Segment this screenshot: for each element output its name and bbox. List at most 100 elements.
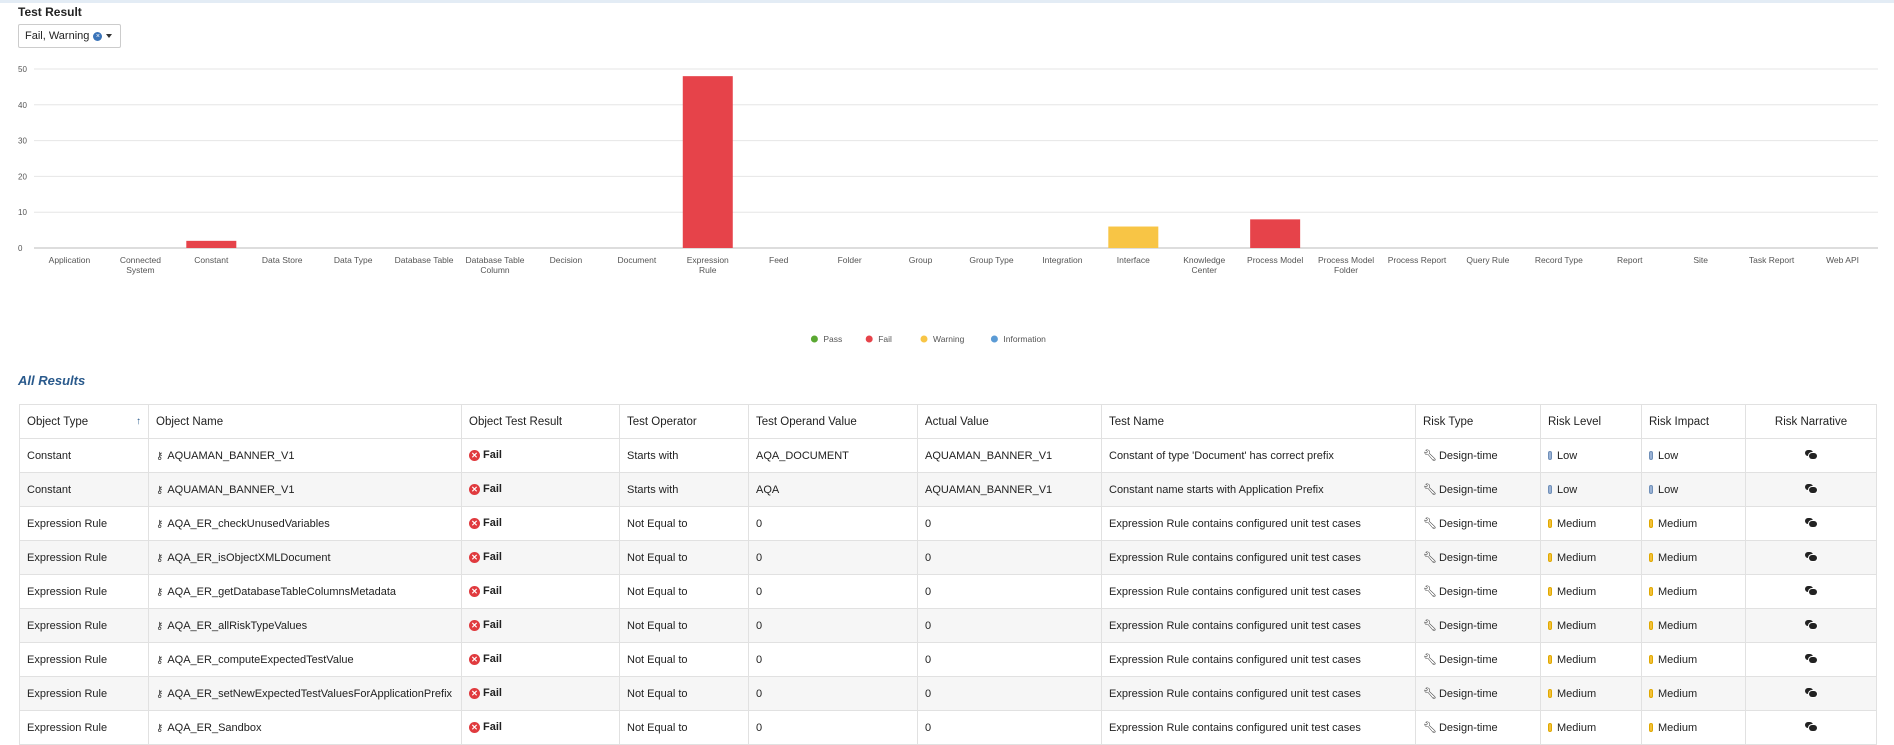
risk-type-label: Design-time xyxy=(1438,722,1498,734)
object-name-link[interactable]: AQA_ER_allRiskTypeValues xyxy=(167,619,308,632)
cell-test-name: Expression Rule contains configured unit… xyxy=(1101,676,1416,711)
x-tick-label: Group Type xyxy=(969,255,1014,265)
thermometer-icon xyxy=(1649,519,1653,529)
cell-test-operator: Not Equal to xyxy=(619,540,749,575)
table-row: Expression Rule ⚷ AQA_ER_Sandbox ✕ Fail Not E… xyxy=(19,710,1877,745)
all-results-title: All Results xyxy=(18,373,86,388)
cell-test-operator: Not Equal to xyxy=(619,608,749,643)
comments-icon[interactable] xyxy=(1805,517,1817,527)
thermometer-icon xyxy=(1548,655,1552,665)
x-tick-label: Folder xyxy=(838,255,862,265)
col-header-risk-type[interactable]: Risk Type xyxy=(1415,404,1541,439)
object-name-link[interactable]: AQA_ER_computeExpectedTestValue xyxy=(167,653,354,666)
cell-risk-level: Medium xyxy=(1540,676,1642,711)
legend-marker xyxy=(990,335,998,343)
cell-object-type: Expression Rule xyxy=(19,642,149,677)
x-tick-label: System xyxy=(126,265,154,275)
comments-icon[interactable] xyxy=(1805,585,1817,595)
clear-filter-icon[interactable]: × xyxy=(93,31,103,41)
comments-icon[interactable] xyxy=(1805,483,1817,493)
cell-test-operand-value: 0 xyxy=(748,710,918,745)
cell-test-operator: Not Equal to xyxy=(619,574,749,609)
cell-risk-level: Medium xyxy=(1540,710,1642,745)
cell-risk-narrative[interactable] xyxy=(1745,574,1877,609)
cell-object-test-result: ✕ Fail xyxy=(461,438,620,473)
cell-actual-value: AQUAMAN_BANNER_V1 xyxy=(917,472,1102,507)
col-header-test-operand-value[interactable]: Test Operand Value xyxy=(748,404,918,439)
cell-test-operator: Starts with xyxy=(619,438,749,473)
key-icon: ⚷ xyxy=(156,620,164,632)
comments-icon[interactable] xyxy=(1805,687,1817,697)
key-icon: ⚷ xyxy=(156,688,164,700)
cell-risk-narrative[interactable] xyxy=(1745,472,1877,507)
chevron-down-icon[interactable] xyxy=(106,34,113,38)
comments-icon[interactable] xyxy=(1805,551,1817,561)
wrench-icon: 🔧︎ xyxy=(1423,552,1437,564)
cell-object-name[interactable]: ⚷ AQA_ER_setNewExpectedTestValuesForAppli… xyxy=(148,676,462,711)
cell-test-operator: Not Equal to xyxy=(619,676,749,711)
cell-risk-narrative[interactable] xyxy=(1745,608,1877,643)
legend-label: Fail xyxy=(878,334,892,344)
col-header-risk-narrative[interactable]: Risk Narrative xyxy=(1745,404,1877,439)
cell-object-name[interactable]: ⚷ AQA_ER_allRiskTypeValues xyxy=(148,608,462,643)
cell-risk-narrative[interactable] xyxy=(1745,676,1877,711)
col-header-test-name[interactable]: Test Name xyxy=(1101,404,1416,439)
cell-object-name[interactable]: ⚷ AQA_ER_checkUnusedVariables xyxy=(148,506,462,541)
comments-icon[interactable] xyxy=(1805,449,1817,459)
risk-impact-label: Medium xyxy=(1658,619,1698,632)
col-header-actual-value[interactable]: Actual Value xyxy=(917,404,1102,439)
object-name-link[interactable]: AQA_ER_setNewExpectedTestValuesForApplic… xyxy=(167,687,453,700)
x-tick-label: Knowledge xyxy=(1183,255,1225,265)
object-name-link[interactable]: AQUAMAN_BANNER_V1 xyxy=(167,449,295,462)
risk-level-label: Medium xyxy=(1557,551,1597,564)
cell-risk-narrative[interactable] xyxy=(1745,438,1877,473)
fail-icon: ✕ xyxy=(469,620,480,632)
sort-ascending-icon[interactable]: ↑ xyxy=(136,415,141,427)
cell-object-type: Expression Rule xyxy=(19,540,149,575)
cell-object-name[interactable]: ⚷ AQA_ER_Sandbox xyxy=(148,710,462,745)
result-label: Fail xyxy=(483,449,502,462)
cell-risk-narrative[interactable] xyxy=(1745,710,1877,745)
object-name-link[interactable]: AQA_ER_isObjectXMLDocument xyxy=(167,551,331,564)
col-header-object-test-result[interactable]: Object Test Result xyxy=(461,404,620,439)
col-header-object-type[interactable]: Object Type ↑ xyxy=(19,404,149,439)
x-tick-label: Task Report xyxy=(1749,255,1795,265)
table-row: Expression Rule ⚷ AQA_ER_setNewExpectedTes… xyxy=(19,676,1877,711)
comments-icon[interactable] xyxy=(1805,619,1817,629)
cell-object-name[interactable]: ⚷ AQA_ER_isObjectXMLDocument xyxy=(148,540,462,575)
object-name-link[interactable]: AQA_ER_Sandbox xyxy=(167,721,262,734)
cell-object-name[interactable]: ⚷ AQUAMAN_BANNER_V1 xyxy=(148,438,462,473)
cell-risk-narrative[interactable] xyxy=(1745,540,1877,575)
thermometer-icon xyxy=(1548,723,1552,733)
col-header-object-name[interactable]: Object Name xyxy=(148,404,462,439)
cell-risk-type: 🔧︎ Design-time xyxy=(1415,506,1541,541)
cell-object-type: Expression Rule xyxy=(19,676,149,711)
cell-object-name[interactable]: ⚷ AQA_ER_computeExpectedTestValue xyxy=(148,642,462,677)
cell-risk-type: 🔧︎ Design-time xyxy=(1415,574,1541,609)
x-tick-label: Process Report xyxy=(1388,255,1447,265)
col-header-risk-level[interactable]: Risk Level xyxy=(1540,404,1642,439)
object-name-link[interactable]: AQUAMAN_BANNER_V1 xyxy=(167,483,295,496)
risk-impact-label: Medium xyxy=(1658,517,1698,530)
test-result-filter-dropdown[interactable]: Fail, Warning × xyxy=(18,24,122,48)
cell-test-operator: Not Equal to xyxy=(619,642,749,677)
cell-object-name[interactable]: ⚷ AQUAMAN_BANNER_V1 xyxy=(148,472,462,507)
cell-risk-narrative[interactable] xyxy=(1745,506,1877,541)
x-tick-label: Feed xyxy=(769,255,789,265)
comments-icon[interactable] xyxy=(1805,721,1817,731)
col-header-risk-impact[interactable]: Risk Impact xyxy=(1641,404,1746,439)
cell-actual-value: 0 xyxy=(917,608,1102,643)
x-tick-label: Constant xyxy=(194,255,229,265)
comments-icon[interactable] xyxy=(1805,653,1817,663)
thermometer-icon xyxy=(1649,655,1653,665)
col-header-test-operator[interactable]: Test Operator xyxy=(619,404,749,439)
risk-type-label: Design-time xyxy=(1438,586,1498,598)
thermometer-icon xyxy=(1548,587,1552,597)
x-tick-label: Process Model xyxy=(1247,255,1303,265)
cell-risk-narrative[interactable] xyxy=(1745,642,1877,677)
object-name-link[interactable]: AQA_ER_checkUnusedVariables xyxy=(167,517,330,530)
result-label: Fail xyxy=(483,585,502,598)
cell-object-name[interactable]: ⚷ AQA_ER_getDatabaseTableColumnsMetadata xyxy=(148,574,462,609)
object-name-link[interactable]: AQA_ER_getDatabaseTableColumnsMetadata xyxy=(167,585,397,598)
